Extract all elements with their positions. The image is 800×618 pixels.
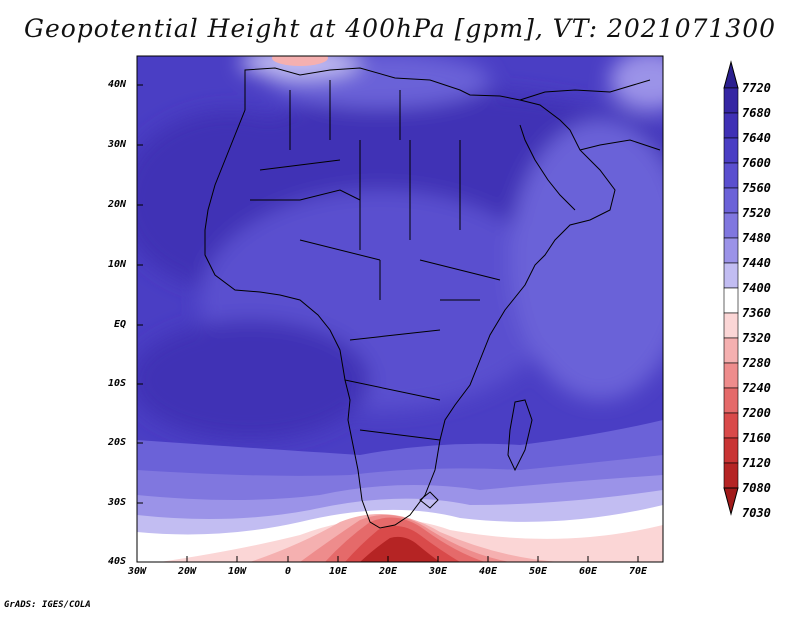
lon-label: 30W: [127, 566, 147, 577]
lon-label: 0: [284, 566, 292, 577]
colorbar-swatch: [723, 412, 739, 439]
coastlines: [204, 67, 661, 529]
colorbar-swatch: [723, 387, 739, 414]
lat-label: EQ: [113, 319, 126, 330]
colorbar-label: 7280: [742, 356, 771, 370]
lon-label: 30E: [428, 566, 448, 577]
colorbar-swatch: [723, 287, 739, 314]
map-title: Geopotential Height at 400hPa [gpm], VT:…: [23, 14, 777, 43]
colorbar-lower-arrow: [723, 487, 739, 516]
colorbar-label: 7680: [742, 106, 771, 120]
map-frame: [136, 55, 664, 563]
colorbar-swatch: [723, 262, 739, 289]
colorbar-swatch: [723, 212, 739, 239]
lat-label: 10N: [107, 259, 126, 270]
lat-label: 20N: [107, 199, 126, 210]
lon-label: 70E: [628, 566, 648, 577]
lat-label: 10S: [107, 378, 126, 389]
colorbar-label: 7600: [742, 156, 771, 170]
lat-label: 40S: [107, 556, 126, 567]
colorbar-swatch: [723, 87, 739, 114]
colorbar-label: 7360: [742, 306, 771, 320]
colorbar-label: 7520: [742, 206, 771, 220]
colorbar-swatch: [723, 337, 739, 364]
lon-label: 10W: [227, 566, 247, 577]
colorbar-swatch: [723, 462, 739, 489]
lat-label: 30S: [107, 497, 126, 508]
colorbar-label: 7240: [742, 381, 771, 395]
lon-label: 60E: [578, 566, 598, 577]
colorbar-label: 7200: [742, 406, 771, 420]
colorbar-label: 7560: [742, 181, 771, 195]
colorbar-label: 7030: [742, 506, 771, 520]
lon-label: 50E: [528, 566, 548, 577]
colorbar-swatch: [723, 162, 739, 189]
lon-label: 20W: [177, 566, 197, 577]
colorbar-swatch: [723, 237, 739, 264]
colorbar-swatch: [723, 437, 739, 464]
colorbar-label: 7160: [742, 431, 771, 445]
colorbar-label: 7440: [742, 256, 771, 270]
colorbar-swatch: [723, 312, 739, 339]
colorbar-swatch: [723, 362, 739, 389]
colorbar-swatch: [723, 112, 739, 139]
colorbar: [723, 60, 739, 516]
lat-label: 30N: [107, 139, 126, 150]
colorbar-label: 7640: [742, 131, 771, 145]
colorbar-label: 7400: [742, 281, 771, 295]
lat-label: 40N: [107, 79, 126, 90]
height-field: [137, 56, 663, 562]
axis-ticks: [137, 84, 639, 562]
lon-label: 10E: [328, 566, 348, 577]
colorbar-label: 7080: [742, 481, 771, 495]
lon-label: 40E: [478, 566, 498, 577]
colorbar-swatch: [723, 187, 739, 214]
colorbar-label: 7480: [742, 231, 771, 245]
footer-credit: GrADS: IGES/COLA: [4, 600, 91, 610]
colorbar-swatch: [723, 137, 739, 164]
colorbar-label: 7320: [742, 331, 771, 345]
lat-label: 20S: [107, 437, 126, 448]
colorbar-upper-arrow: [723, 60, 739, 89]
colorbar-label: 7720: [742, 81, 771, 95]
lon-label: 20E: [378, 566, 398, 577]
colorbar-label: 7120: [742, 456, 771, 470]
